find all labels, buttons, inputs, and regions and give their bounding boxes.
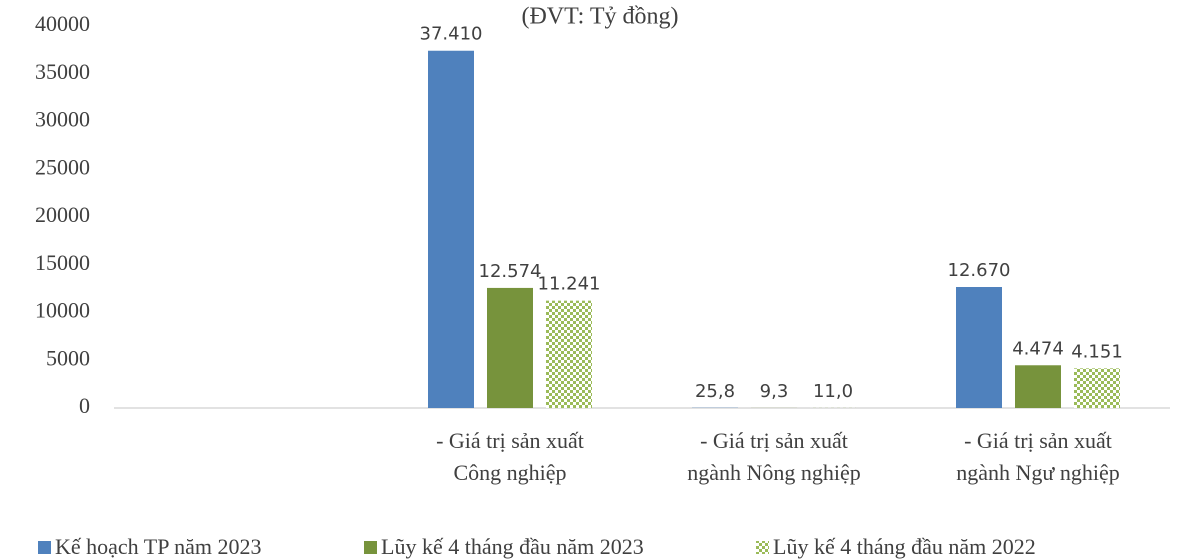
value-label: 12.574 bbox=[479, 261, 542, 282]
legend-swatch bbox=[756, 541, 769, 554]
bar bbox=[487, 287, 533, 408]
value-label: 37.410 bbox=[420, 24, 483, 45]
legend-label: Lũy kế 4 tháng đầu năm 2023 bbox=[381, 534, 644, 559]
value-label: 4.151 bbox=[1071, 341, 1123, 362]
y-tick-label: 35000 bbox=[35, 59, 90, 84]
value-label: 11.241 bbox=[538, 274, 601, 295]
y-tick-label: 30000 bbox=[35, 107, 90, 132]
bar bbox=[1074, 368, 1120, 408]
legend-swatch bbox=[38, 541, 51, 554]
chart-title: (ĐVT: Tỷ đồng) bbox=[521, 4, 678, 30]
x-tick-label: - Giá trị sản xuất Công nghiệp bbox=[436, 428, 584, 485]
y-tick-label: 25000 bbox=[35, 154, 90, 179]
legend-label: Kế hoạch TP năm 2023 bbox=[55, 534, 262, 559]
legend-label: Lũy kế 4 tháng đầu năm 2022 bbox=[773, 534, 1036, 559]
y-tick-label: 15000 bbox=[35, 250, 90, 275]
x-tick-label: - Giá trị sản xuất ngành Nông nghiệp bbox=[687, 428, 861, 485]
bar bbox=[428, 50, 474, 409]
y-tick-label: 20000 bbox=[35, 202, 90, 227]
bar bbox=[1015, 365, 1061, 408]
x-tick-label: - Giá trị sản xuất ngành Ngư nghiệp bbox=[956, 428, 1120, 485]
value-label: 11,0 bbox=[813, 381, 853, 402]
value-label: 4.474 bbox=[1012, 338, 1064, 359]
bar bbox=[956, 287, 1002, 408]
y-tick-label: 5000 bbox=[46, 345, 90, 370]
bar bbox=[546, 300, 592, 408]
legend-swatch bbox=[364, 541, 377, 554]
y-tick-label: 40000 bbox=[35, 11, 90, 36]
value-label: 25,8 bbox=[695, 381, 735, 402]
y-tick-label: 0 bbox=[79, 393, 90, 418]
y-tick-label: 10000 bbox=[35, 298, 90, 323]
value-label: 9,3 bbox=[760, 381, 789, 402]
value-label: 12.670 bbox=[948, 260, 1011, 281]
